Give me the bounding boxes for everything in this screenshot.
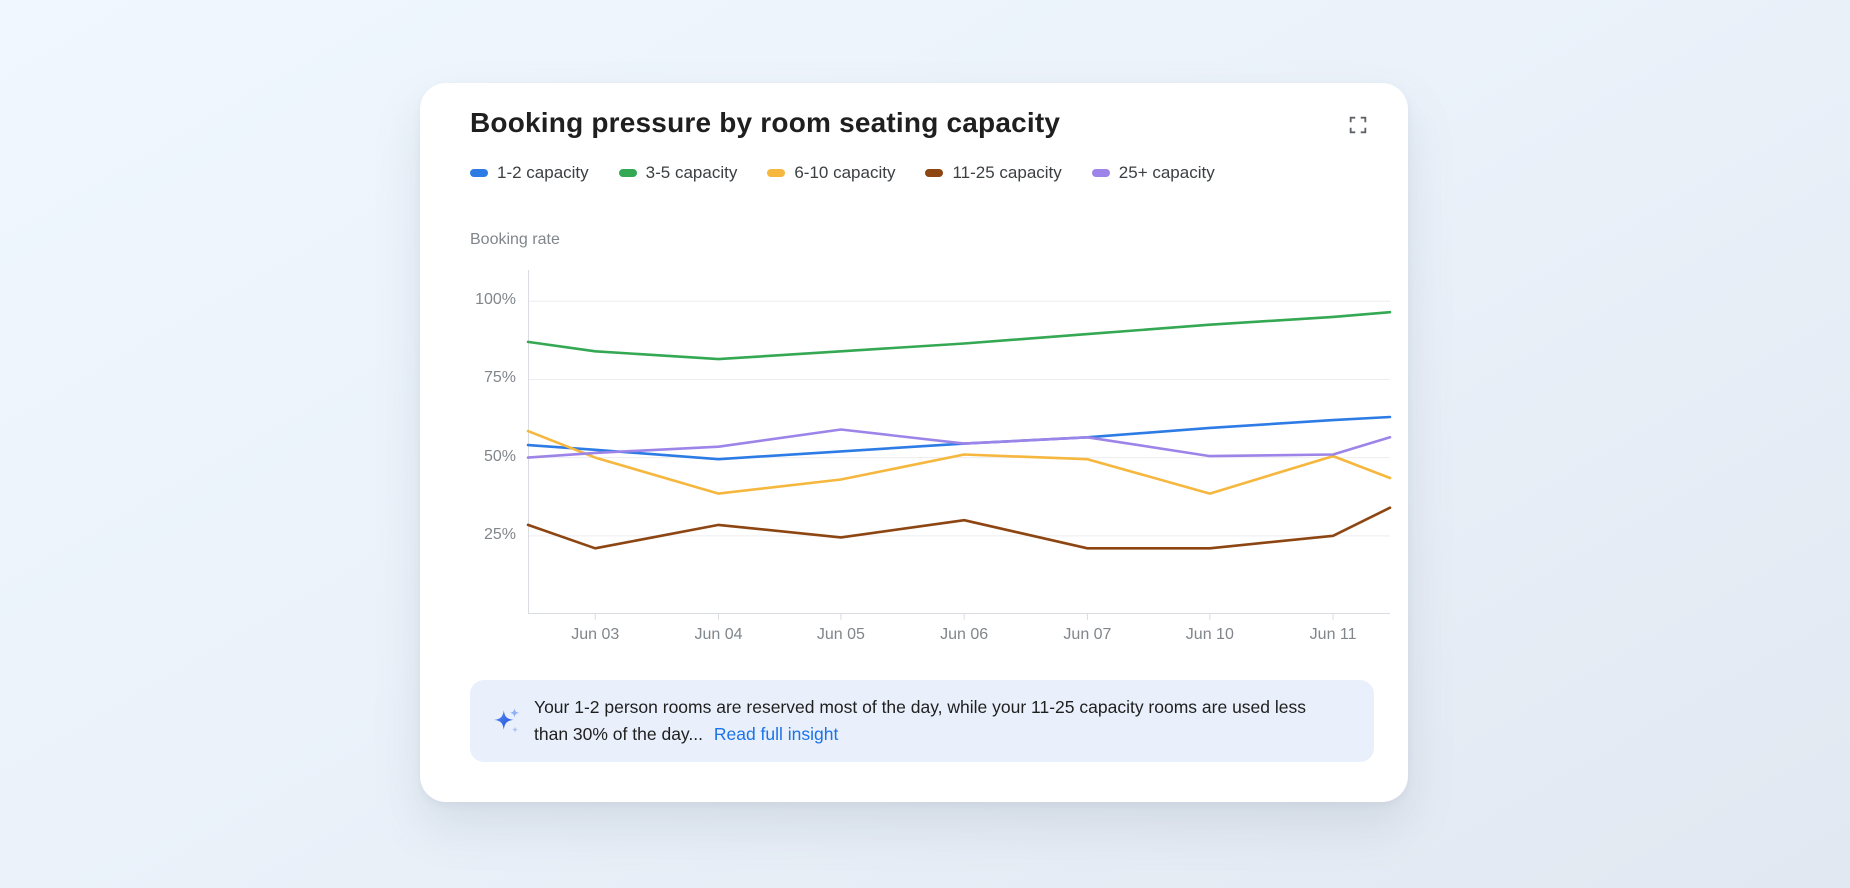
series-line-11-25-capacity[interactable] bbox=[526, 506, 1392, 550]
y-tick-label: 100% bbox=[475, 291, 516, 309]
legend-label: 6-10 capacity bbox=[794, 163, 896, 182]
chart-card: Booking pressure by room seating capacit… bbox=[420, 83, 1408, 802]
line-chart-plot bbox=[526, 270, 1392, 622]
series-line-6-10-capacity[interactable] bbox=[526, 429, 1392, 495]
page-title: Booking pressure by room seating capacit… bbox=[470, 107, 1061, 138]
legend-item-25-capacity[interactable]: 25+ capacity bbox=[1091, 163, 1215, 183]
x-tick-label: Jun 10 bbox=[1185, 626, 1234, 643]
series-line-1-2-capacity[interactable] bbox=[526, 415, 1392, 461]
legend-item-1-2-capacity[interactable]: 1-2 capacity bbox=[470, 163, 589, 183]
y-tick-label: 50% bbox=[483, 447, 516, 465]
legend-item-3-5-capacity[interactable]: 3-5 capacity bbox=[618, 163, 738, 183]
insight-banner: Your 1-2 person rooms are reserved most … bbox=[470, 680, 1374, 762]
fullscreen-icon bbox=[1349, 116, 1367, 134]
legend-label: 11-25 capacity bbox=[952, 163, 1062, 182]
legend-swatch-icon bbox=[925, 169, 944, 177]
legend-label: 25+ capacity bbox=[1118, 163, 1215, 182]
x-tick-label: Jun 03 bbox=[571, 626, 620, 643]
legend-swatch-icon bbox=[1091, 169, 1110, 177]
series-line-25-capacity[interactable] bbox=[526, 428, 1392, 459]
legend-swatch-icon bbox=[470, 169, 488, 177]
legend-item-11-25-capacity[interactable]: 11-25 capacity bbox=[925, 163, 1062, 183]
series-line-3-5-capacity[interactable] bbox=[526, 310, 1392, 361]
legend-item-6-10-capacity[interactable]: 6-10 capacity bbox=[767, 163, 895, 183]
insight-text: Your 1-2 person rooms are reserved most … bbox=[534, 697, 1306, 744]
legend-swatch-icon bbox=[618, 169, 637, 177]
read-full-insight-link[interactable]: Read full insight bbox=[713, 724, 839, 744]
x-tick-label: Jun 11 bbox=[1309, 626, 1357, 643]
fullscreen-button[interactable] bbox=[1336, 103, 1380, 147]
x-tick-label: Jun 06 bbox=[940, 626, 989, 643]
x-tick-label: Jun 07 bbox=[1063, 626, 1112, 643]
legend-swatch-icon bbox=[767, 169, 786, 177]
chart-legend: 1-2 capacity 3-5 capacity 6-10 capacity 11-… bbox=[470, 163, 1215, 183]
legend-label: 3-5 capacity bbox=[645, 163, 738, 182]
sparkle-icon bbox=[494, 708, 520, 733]
legend-label: 1-2 capacity bbox=[497, 163, 589, 182]
x-tick-label: Jun 04 bbox=[694, 626, 743, 643]
y-tick-label: 75% bbox=[483, 369, 516, 387]
y-tick-label: 25% bbox=[483, 525, 516, 543]
y-axis-title: Booking rate bbox=[470, 231, 560, 248]
x-tick-label: Jun 05 bbox=[816, 626, 865, 643]
line-chart-svg bbox=[526, 270, 1392, 620]
